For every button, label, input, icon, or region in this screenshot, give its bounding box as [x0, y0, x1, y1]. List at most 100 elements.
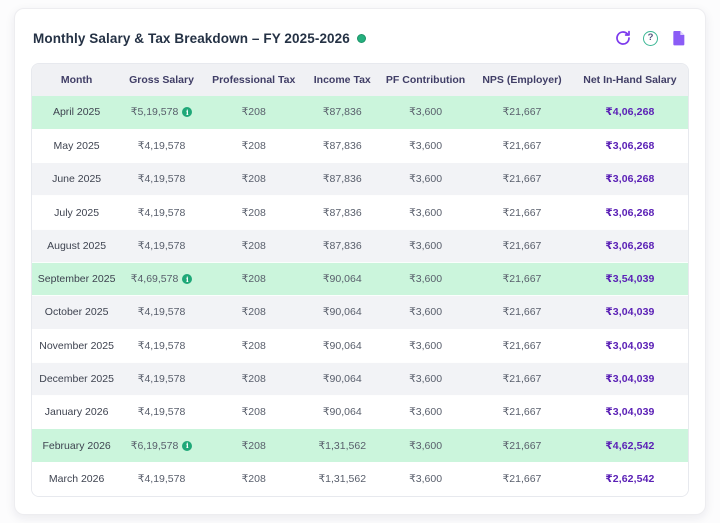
cell-gross-salary: ₹4,19,578 — [137, 239, 186, 252]
table-row[interactable]: September 2025 ₹4,69,578 i ₹208 ₹90,064 ₹3,60… — [32, 262, 688, 296]
cell-pf-contribution: ₹3,600 — [409, 406, 443, 419]
card-header: Monthly Salary & Tax Breakdown – FY 2025… — [31, 24, 689, 50]
header-icon-group: ? — [614, 30, 687, 47]
cell-pf-contribution: ₹3,600 — [409, 472, 443, 485]
column-header: Gross Salary — [121, 64, 202, 96]
cell-professional-tax: ₹208 — [241, 439, 266, 452]
column-header: PF Contribution — [379, 64, 473, 96]
column-header: NPS (Employer) — [472, 64, 572, 96]
table-header-row: Month Gross Salary Professional Tax Income … — [32, 64, 688, 96]
cell-income-tax: ₹1,31,562 — [318, 472, 367, 485]
cell-pf-contribution: ₹3,600 — [409, 173, 443, 186]
cell-gross-salary: ₹4,19,578 — [137, 472, 186, 485]
cell-net-in-hand: ₹3,04,039 — [605, 406, 655, 419]
cell-net-in-hand: ₹3,06,268 — [605, 206, 655, 219]
cell-month: December 2025 — [39, 373, 114, 386]
cell-pf-contribution: ₹3,600 — [409, 139, 443, 152]
table-row[interactable]: March 2026 ₹4,19,578 ₹208 ₹1,31,562 ₹3,600 ₹2… — [32, 462, 688, 496]
cell-net-in-hand: ₹3,04,039 — [605, 339, 655, 352]
cell-month: May 2025 — [53, 139, 100, 152]
cell-month: June 2025 — [52, 173, 102, 186]
cell-net-in-hand: ₹3,54,039 — [605, 273, 655, 286]
cell-income-tax: ₹1,31,562 — [318, 439, 367, 452]
cell-month: January 2026 — [44, 406, 109, 419]
cell-professional-tax: ₹208 — [241, 306, 266, 319]
salary-breakdown-card: Monthly Salary & Tax Breakdown – FY 2025… — [14, 8, 706, 515]
cell-gross-salary: ₹4,19,578 — [137, 373, 186, 386]
help-glyph: ? — [643, 30, 658, 46]
cell-income-tax: ₹90,064 — [322, 339, 362, 352]
gross-salary-value: ₹5,19,578 — [130, 106, 179, 119]
cell-gross-salary: ₹6,19,578 i — [121, 429, 202, 462]
column-header: Month — [32, 64, 122, 96]
cell-income-tax: ₹90,064 — [322, 306, 362, 319]
cell-nps-employer: ₹21,667 — [502, 439, 542, 452]
column-header: Income Tax — [305, 64, 379, 96]
status-dot-icon — [356, 33, 366, 43]
cell-pf-contribution: ₹3,600 — [409, 273, 443, 286]
info-icon[interactable]: i — [182, 440, 193, 451]
cell-professional-tax: ₹208 — [241, 339, 266, 352]
cell-professional-tax: ₹208 — [241, 173, 266, 186]
salary-table-container: Month Gross Salary Professional Tax Income … — [31, 63, 689, 498]
cell-net-in-hand: ₹2,62,542 — [605, 472, 655, 485]
cell-professional-tax: ₹208 — [241, 206, 266, 219]
column-header: Net In-Hand Salary — [571, 64, 688, 96]
cell-nps-employer: ₹21,667 — [502, 106, 542, 119]
cell-nps-employer: ₹21,667 — [502, 206, 542, 219]
cell-professional-tax: ₹208 — [241, 239, 266, 252]
help-icon[interactable]: ? — [642, 30, 659, 47]
table-row[interactable]: May 2025 ₹4,19,578 ₹208 ₹87,836 ₹3,600 ₹21,66… — [32, 129, 688, 163]
cell-income-tax: ₹87,836 — [322, 173, 362, 186]
cell-month: November 2025 — [39, 339, 114, 352]
table-row[interactable]: June 2025 ₹4,19,578 ₹208 ₹87,836 ₹3,600 ₹21,6… — [32, 162, 688, 196]
cell-income-tax: ₹87,836 — [322, 139, 362, 152]
page-title: Monthly Salary & Tax Breakdown – FY 2025… — [33, 30, 350, 46]
cell-gross-salary: ₹4,19,578 — [137, 173, 186, 186]
table-row[interactable]: December 2025 ₹4,19,578 ₹208 ₹90,064 ₹3,600 ₹… — [32, 362, 688, 396]
cell-income-tax: ₹87,836 — [322, 239, 362, 252]
info-icon[interactable]: i — [182, 107, 193, 118]
cell-income-tax: ₹90,064 — [322, 273, 362, 286]
gross-salary-value: ₹6,19,578 — [130, 439, 179, 452]
cell-month: March 2026 — [48, 472, 105, 485]
cell-gross-salary: ₹4,19,578 — [137, 306, 186, 319]
cell-net-in-hand: ₹4,06,268 — [605, 106, 655, 119]
cell-professional-tax: ₹208 — [241, 472, 266, 485]
cell-nps-employer: ₹21,667 — [502, 273, 542, 286]
cell-month: September 2025 — [37, 273, 116, 286]
table-row[interactable]: January 2026 ₹4,19,578 ₹208 ₹90,064 ₹3,600 ₹2… — [32, 395, 688, 429]
cell-month: August 2025 — [47, 239, 107, 252]
cell-nps-employer: ₹21,667 — [502, 173, 542, 186]
document-icon[interactable] — [670, 30, 687, 47]
cell-pf-contribution: ₹3,600 — [409, 106, 443, 119]
cell-professional-tax: ₹208 — [241, 106, 266, 119]
cell-net-in-hand: ₹3,06,268 — [605, 173, 655, 186]
salary-table: Month Gross Salary Professional Tax Income … — [32, 64, 688, 496]
table-row[interactable]: April 2025 ₹5,19,578 i ₹208 ₹87,836 ₹3,600 ₹21… — [32, 96, 688, 130]
refresh-icon[interactable] — [614, 30, 631, 47]
column-header: Professional Tax — [201, 64, 306, 96]
cell-month: February 2026 — [42, 439, 111, 452]
table-row[interactable]: February 2026 ₹6,19,578 i ₹208 ₹1,31,562 ₹3,6… — [32, 428, 688, 463]
cell-nps-employer: ₹21,667 — [502, 239, 542, 252]
cell-gross-salary: ₹4,19,578 — [137, 406, 186, 419]
cell-nps-employer: ₹21,667 — [502, 139, 542, 152]
table-body: April 2025 ₹5,19,578 i ₹208 ₹87,836 ₹3,600 ₹21… — [32, 96, 688, 496]
cell-professional-tax: ₹208 — [241, 139, 266, 152]
cell-pf-contribution: ₹3,600 — [409, 306, 443, 319]
table-row[interactable]: October 2025 ₹4,19,578 ₹208 ₹90,064 ₹3,600 ₹2… — [32, 295, 688, 330]
table-row[interactable]: July 2025 ₹4,19,578 ₹208 ₹87,836 ₹3,600 ₹21,6… — [32, 195, 688, 230]
cell-professional-tax: ₹208 — [241, 406, 266, 419]
cell-month: October 2025 — [44, 306, 109, 319]
cell-gross-salary: ₹4,19,578 — [137, 206, 186, 219]
table-row[interactable]: August 2025 ₹4,19,578 ₹208 ₹87,836 ₹3,600 ₹21… — [32, 229, 688, 263]
info-icon[interactable]: i — [182, 274, 193, 285]
cell-income-tax: ₹90,064 — [322, 406, 362, 419]
cell-professional-tax: ₹208 — [241, 273, 266, 286]
cell-pf-contribution: ₹3,600 — [409, 339, 443, 352]
table-row[interactable]: November 2025 ₹4,19,578 ₹208 ₹90,064 ₹3,600 ₹… — [32, 329, 688, 363]
cell-nps-employer: ₹21,667 — [502, 306, 542, 319]
gross-salary-value: ₹4,69,578 — [130, 273, 179, 286]
cell-net-in-hand: ₹3,06,268 — [605, 139, 655, 152]
